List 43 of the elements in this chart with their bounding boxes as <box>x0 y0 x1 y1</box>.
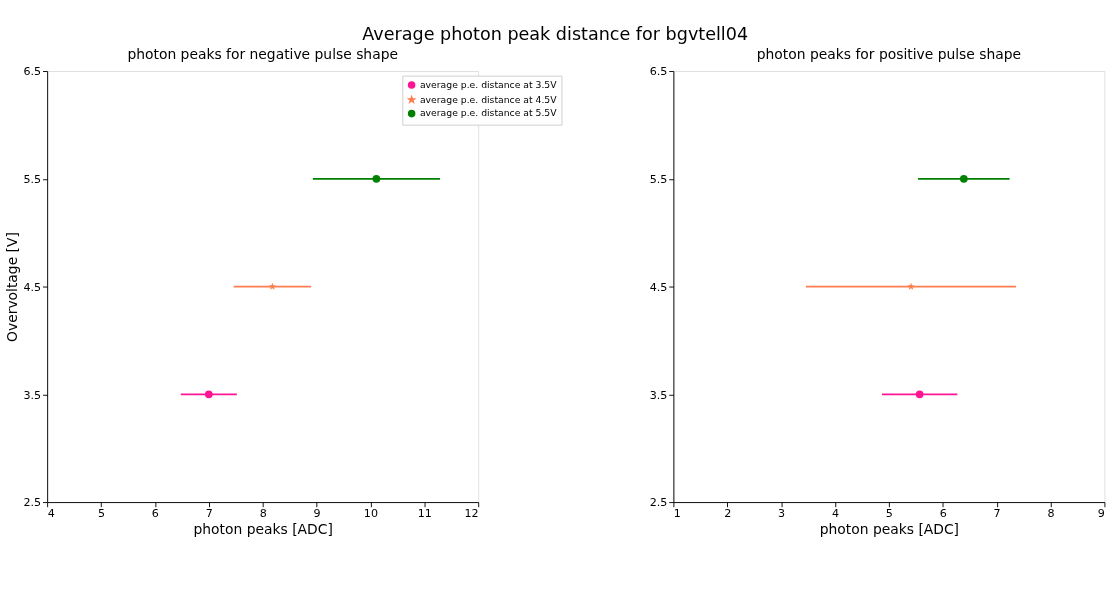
x-tick-label: 4 <box>47 507 55 521</box>
legend-label: average p.e. distance at 4.5V <box>419 93 558 105</box>
point <box>915 390 924 399</box>
y-tick-label: 6.5 <box>649 65 668 79</box>
chart-title: photon peaks for positive pulse shape <box>756 46 1022 63</box>
y-tick-label: 2.5 <box>649 496 668 510</box>
x-tick-label: 11 <box>417 507 432 521</box>
y-tick-label: 3.5 <box>649 388 668 402</box>
x-tick-label: 6 <box>151 507 159 521</box>
y-tick-label: 3.5 <box>23 388 42 402</box>
y-tick-label: 4.5 <box>23 280 42 294</box>
x-tick-label: 3 <box>778 507 786 521</box>
point <box>268 282 277 290</box>
y-tick-label: 5.5 <box>23 172 42 186</box>
x-tick-label: 5 <box>97 507 106 521</box>
text: Average photon peak distance for bgvtell04 <box>362 24 749 45</box>
x-axis-title: photon peaks [ADC] <box>193 521 333 538</box>
x-tick-label: 9 <box>313 507 321 521</box>
x-tick-label: 7 <box>205 507 213 521</box>
legend-label: average p.e. distance at 3.5V <box>419 78 558 90</box>
point <box>907 282 915 290</box>
y-tick-label: 6.5 <box>23 65 42 79</box>
y-axis-title: Overvoltage [V] <box>4 232 21 342</box>
x-tick-label: 10 <box>363 507 378 521</box>
x-axis-title: photon peaks [ADC] <box>819 521 960 538</box>
y-tick-label: 4.5 <box>649 280 668 294</box>
y-tick-label: 5.5 <box>649 172 668 186</box>
x-tick-label: 5 <box>885 507 893 521</box>
point <box>204 390 213 399</box>
x-tick-label: 2 <box>724 507 732 521</box>
x-tick-label: 1 <box>673 507 681 521</box>
x-tick-label: 8 <box>1047 507 1055 521</box>
y-tick-label: 2.5 <box>23 496 42 510</box>
x-tick-label: 6 <box>939 507 947 521</box>
x-tick-label: 4 <box>831 507 840 521</box>
chart-title: photon peaks for negative pulse shape <box>127 46 398 63</box>
point <box>959 174 968 183</box>
point <box>372 174 381 183</box>
x-tick-label: 12 <box>464 507 479 521</box>
legend-label: average p.e. distance at 5.5V <box>419 107 558 119</box>
x-tick-label: 8 <box>259 507 267 521</box>
x-tick-label: 7 <box>993 507 1001 521</box>
x-tick-label: 9 <box>1097 507 1105 521</box>
